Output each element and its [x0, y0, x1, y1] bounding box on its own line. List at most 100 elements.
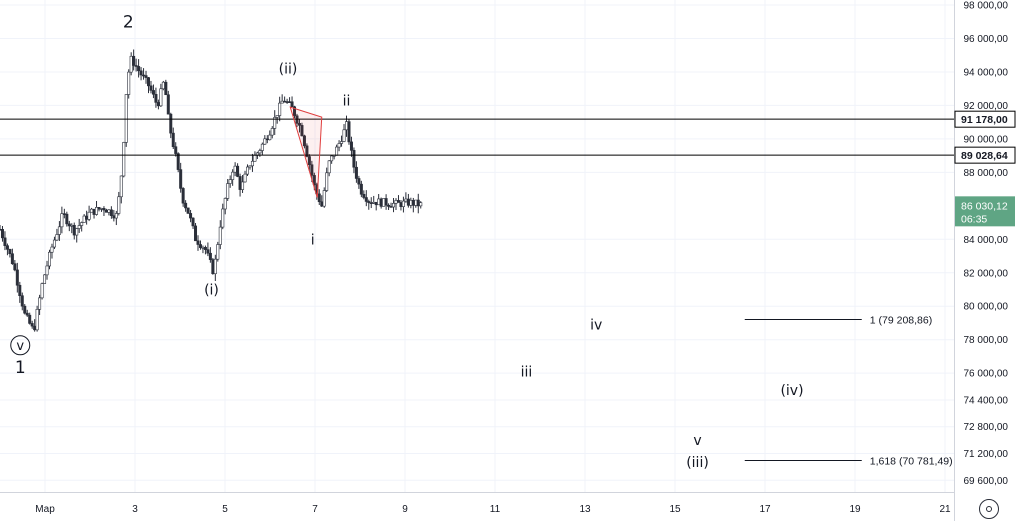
candle-body-105: [258, 150, 262, 154]
x-tick-label-6: 13: [579, 504, 591, 515]
candle-body-76: [186, 207, 190, 214]
candle-body-112: [275, 115, 279, 118]
wave-label-10: v: [693, 433, 701, 449]
candle-body-45: [109, 209, 113, 216]
wave-label-6: (i): [204, 283, 219, 299]
candle-body-123: [302, 135, 306, 147]
candle-body-47: [114, 213, 118, 219]
y-tick-label-1: 96 000,00: [964, 34, 1009, 45]
level-price-tag-1[interactable]: [954, 146, 1016, 164]
candle-body-8: [18, 284, 22, 296]
candle-body-157: [387, 204, 391, 207]
candle-body-90: [221, 208, 225, 228]
drawing-layer[interactable]: 1 (79 208,86) 1,618 (70 781,49): [0, 106, 954, 468]
candle-body-7: [15, 269, 19, 286]
candle-body-143: [352, 150, 356, 168]
candle-body-49: [119, 175, 123, 198]
candle-body-148: [364, 197, 368, 202]
candle-body-42: [102, 208, 106, 211]
candle-body-86: [211, 259, 215, 275]
current-price-tag: [955, 196, 1015, 227]
candle-body-124: [305, 145, 309, 157]
candle-body-6: [13, 263, 17, 271]
candle-body-144: [354, 166, 358, 179]
candle-body-62: [151, 90, 155, 95]
x-tick-label-9: 19: [849, 504, 861, 515]
candle-body-116: [285, 101, 289, 103]
candle-body-65: [159, 88, 163, 107]
candle-body-92: [226, 183, 230, 199]
candle-body-26: [62, 213, 66, 215]
candle-body-160: [394, 200, 398, 204]
candle-body-96: [236, 165, 240, 177]
candle-body-77: [189, 213, 193, 219]
candle-body-102: [250, 160, 254, 167]
wave-label-1: v: [16, 339, 24, 354]
candle-body-80: [196, 240, 200, 245]
candle-body-121: [297, 123, 301, 126]
candle-body-30: [72, 224, 76, 236]
candle-body-91: [223, 198, 227, 210]
y-tick-label-13: 71 200,00: [964, 449, 1009, 460]
triangle-drawing[interactable]: [289, 106, 323, 198]
candle-body-81: [198, 244, 202, 248]
candle-body-69: [169, 113, 173, 134]
candle-body-43: [104, 209, 108, 213]
chart-settings-button[interactable]: [979, 499, 999, 519]
candle-body-20: [47, 251, 51, 267]
x-tick-label-5: 11: [490, 504, 501, 515]
candle-body-131: [322, 190, 326, 207]
candle-body-155: [382, 198, 386, 207]
candle-body-5: [10, 253, 14, 264]
candle-body-133: [327, 160, 331, 174]
candle-body-109: [268, 134, 272, 141]
candle-body-50: [122, 142, 126, 177]
candle-body-73: [179, 169, 183, 189]
candle-body-68: [166, 94, 170, 115]
circled-wave-marker: [10, 335, 31, 356]
level-price-tag-0[interactable]: [954, 110, 1016, 128]
candle-body-44: [107, 209, 111, 213]
candle-body-132: [325, 172, 329, 191]
candle-body-57: [139, 70, 143, 76]
candle-body-56: [137, 66, 141, 72]
candlestick-series: [0, 49, 423, 332]
candle-body-63: [154, 93, 158, 103]
candle-body-85: [208, 252, 212, 260]
candle-body-137: [337, 143, 341, 148]
candle-body-126: [310, 164, 314, 176]
candle-body-107: [263, 138, 267, 145]
candle-body-48: [117, 196, 121, 214]
candle-body-99: [243, 173, 247, 183]
wave-label-3: (ii): [279, 62, 298, 78]
candle-body-158: [389, 206, 393, 208]
candle-body-114: [280, 100, 284, 104]
candle-body-122: [300, 125, 304, 137]
y-tick-label-9: 78 000,00: [964, 335, 1009, 346]
candle-body-40: [97, 207, 101, 210]
candle-body-83: [203, 246, 207, 250]
candle-body-33: [80, 222, 84, 226]
y-tick-label-12: 72 800,00: [964, 422, 1009, 433]
y-tick-label-5: 88 000,00: [964, 168, 1009, 179]
wave-label-7: iv: [590, 318, 602, 334]
candle-body-147: [362, 193, 366, 198]
candle-body-34: [82, 215, 86, 223]
candle-body-170: [419, 202, 423, 207]
level-price-tag-text-1: 89 028,64: [961, 150, 1008, 162]
candle-body-55: [134, 65, 138, 67]
wave-label-4: ii: [343, 93, 351, 109]
candle-body-72: [176, 153, 180, 170]
candle-body-156: [384, 198, 388, 206]
candle-body-115: [283, 100, 287, 103]
candle-body-130: [320, 201, 324, 207]
candle-body-10: [23, 305, 27, 314]
candle-body-163: [401, 200, 405, 207]
wave-label-2: 1: [15, 358, 26, 378]
candle-body-66: [161, 81, 165, 90]
candle-body-97: [238, 176, 242, 190]
candle-body-88: [216, 244, 220, 260]
